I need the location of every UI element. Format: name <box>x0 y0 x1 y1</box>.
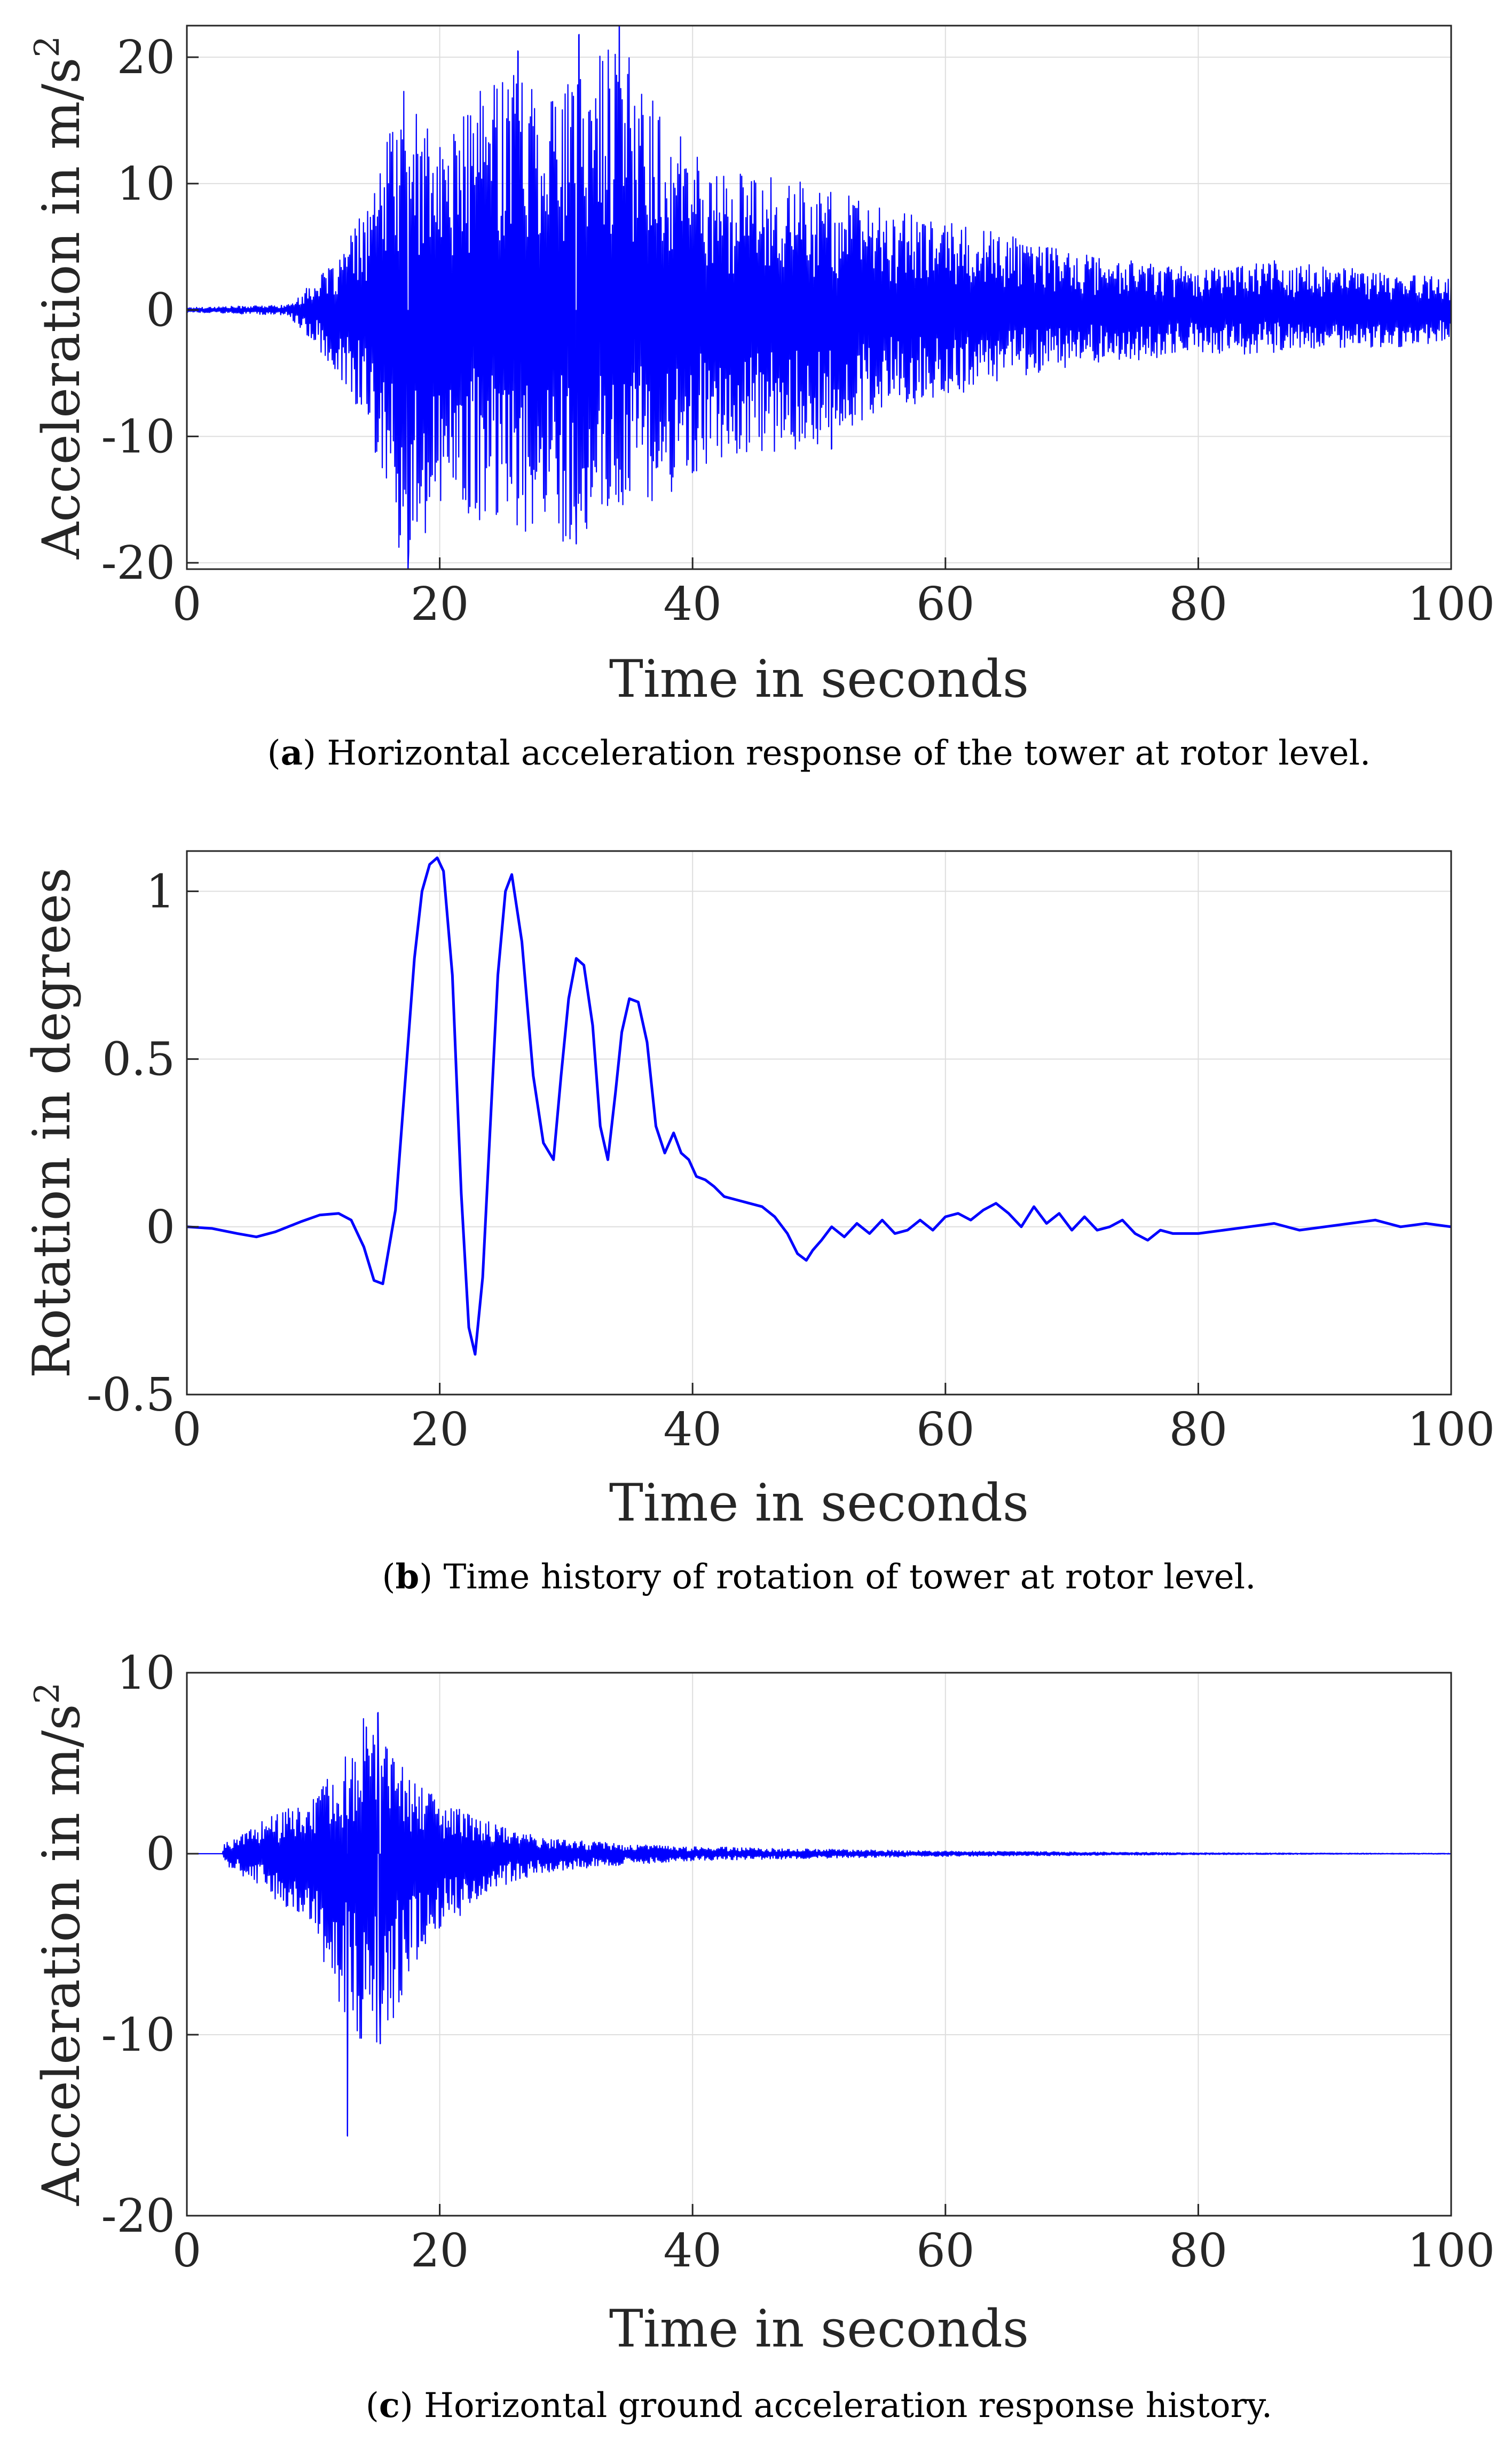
panel-b-y-axis-label: Rotation in degrees <box>22 868 82 1379</box>
panel-c-x-tick-label-5: 100 <box>1407 2224 1495 2278</box>
panel-a-y-tick-label-0: -20 <box>101 537 176 590</box>
panel-a-y-tick-label-1: -10 <box>101 410 176 463</box>
panel-b-x-tick-label-1: 20 <box>411 1403 469 1456</box>
panel-c-x-tick-label-3: 60 <box>916 2224 974 2278</box>
panel-b-y-tick-label-2: 0.5 <box>102 1033 175 1086</box>
panel-a-caption: (a) Horizontal acceleration response of … <box>267 733 1371 773</box>
panel-b-caption-tag: b <box>396 1557 420 1597</box>
panel-a-x-tick-label-0: 0 <box>172 578 202 631</box>
panel-b-x-tick-label-0: 0 <box>172 1403 202 1456</box>
panel-c-caption-text: Horizontal ground acceleration response … <box>424 2386 1272 2426</box>
panel-a-y-tick-label-4: 20 <box>117 31 175 84</box>
panel-a-x-tick-label-1: 20 <box>411 578 469 631</box>
panel-c-y-axis-label: Acceleration in m/s2 <box>28 1682 91 2206</box>
panel-a-x-tick-label-3: 60 <box>916 578 974 631</box>
panel-a-y-axis-label-superscript: 2 <box>28 36 67 58</box>
panel-a-x-tick-label-5: 100 <box>1407 578 1495 631</box>
panel-c-x-tick-label-0: 0 <box>172 2224 202 2278</box>
panel-b-x-tick-label-4: 80 <box>1169 1403 1227 1456</box>
panel-b-x-tick-label-3: 60 <box>916 1403 974 1456</box>
panel-c-y-tick-label-3: 10 <box>117 1647 175 1700</box>
panel-c-axes-frame <box>186 1672 1452 2217</box>
panel-b-x-tick-label-5: 100 <box>1407 1403 1495 1456</box>
panel-c-x-tick-label-1: 20 <box>411 2224 469 2278</box>
panel-a-x-tick-label-4: 80 <box>1169 578 1227 631</box>
panel-b-x-axis-label: Time in seconds <box>609 1473 1029 1533</box>
panel-b-y-tick-label-3: 1 <box>146 865 175 918</box>
panel-a-y-tick-label-2: 0 <box>146 284 175 337</box>
panel-a-y-tick-label-3: 10 <box>117 158 175 211</box>
panel-c-x-tick-label-2: 40 <box>663 2224 721 2278</box>
panel-b-axes-frame <box>186 850 1452 1396</box>
panel-c-y-axis-label-superscript: 2 <box>28 1682 67 1704</box>
panel-c-y-tick-label-0: -20 <box>101 2190 176 2243</box>
panel-a-series-line-0 <box>186 25 1452 570</box>
panel-a-x-tick-label-2: 40 <box>663 578 721 631</box>
panel-a-caption-tag: a <box>281 733 303 773</box>
panel-b-series-line-0 <box>186 856 1452 1356</box>
panel-a-y-axis-label-base: Acceleration in m/s <box>32 58 91 560</box>
panel-c-series <box>187 1712 1452 2137</box>
panel-c-x-tick-label-4: 80 <box>1169 2224 1227 2278</box>
panel-c-caption: (c) Horizontal ground acceleration respo… <box>366 2385 1272 2426</box>
panel-c-caption-tag: c <box>379 2385 400 2426</box>
panel-c-series-line-0 <box>187 1712 1452 2137</box>
panel-a-x-axis-label: Time in seconds <box>609 649 1029 709</box>
panel-c-ticks: 0 20 40 60 80 100 -20 -10 0 10 <box>101 1647 1495 2278</box>
panel-b-y-tick-label-0: -0.5 <box>86 1368 175 1422</box>
panel-c-y-tick-label-2: 0 <box>146 1828 175 1881</box>
panel-a-ticks: 0 20 40 60 80 100 -20 -10 0 10 20 <box>101 31 1495 631</box>
panel-b: 0 20 40 60 80 100-0.500.51 Time in seconds Ro… <box>22 850 1495 1597</box>
panel-a-y-axis-label: Acceleration in m/s2 <box>28 36 91 560</box>
panel-c-x-axis-label: Time in seconds <box>609 2299 1029 2359</box>
panel-b-caption: (b) Time history of rotation of tower at… <box>382 1557 1256 1597</box>
panel-b-x-tick-label-2: 40 <box>663 1403 721 1456</box>
panel-a-caption-text: Horizontal acceleration response of the … <box>327 734 1371 773</box>
panel-c-y-tick-label-1: -10 <box>101 2009 176 2062</box>
panel-c-y-axis-label-base: Acceleration in m/s <box>32 1704 91 2206</box>
panel-b-ticks: 0 20 40 60 80 100-0.500.51 <box>86 865 1495 1456</box>
panel-b-series <box>186 856 1452 1356</box>
panel-a-series <box>186 25 1452 570</box>
panel-b-y-tick-label-1: 0 <box>146 1201 175 1254</box>
panel-b-caption-text: Time history of rotation of tower at rot… <box>444 1557 1256 1597</box>
panel-c: 0 20 40 60 80 100 -20 -10 0 10 Time in seconds Ac… <box>28 1647 1495 2426</box>
panel-a-axes-frame <box>186 25 1452 570</box>
